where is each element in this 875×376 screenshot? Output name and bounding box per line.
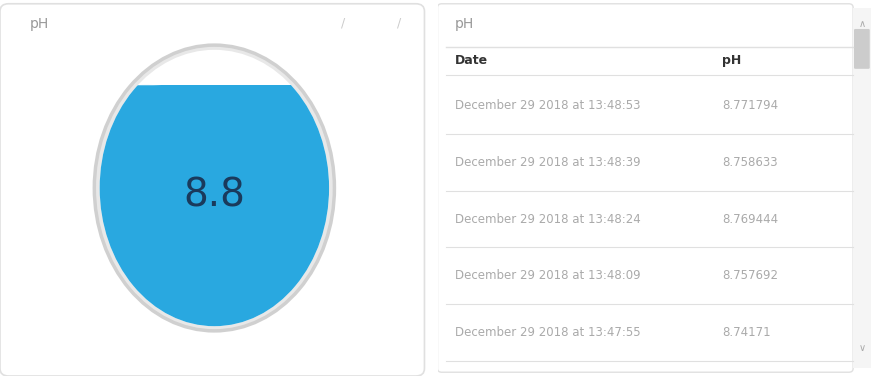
Text: ∨: ∨ [858, 343, 865, 353]
Text: /: / [341, 17, 345, 30]
Ellipse shape [100, 50, 329, 326]
Text: Date: Date [455, 54, 488, 67]
Text: 8.771794: 8.771794 [722, 99, 778, 112]
Text: pH: pH [722, 54, 741, 67]
Ellipse shape [100, 50, 329, 326]
Text: 8.769444: 8.769444 [722, 212, 778, 226]
Text: December 29 2018 at 13:47:55: December 29 2018 at 13:47:55 [455, 326, 640, 339]
Text: December 29 2018 at 13:48:53: December 29 2018 at 13:48:53 [455, 99, 640, 112]
Text: /: / [396, 17, 401, 30]
Text: 8.74171: 8.74171 [722, 326, 771, 339]
Text: December 29 2018 at 13:48:39: December 29 2018 at 13:48:39 [455, 156, 640, 169]
FancyBboxPatch shape [854, 29, 870, 69]
Text: December 29 2018 at 13:48:09: December 29 2018 at 13:48:09 [455, 269, 640, 282]
Text: 8.757692: 8.757692 [722, 269, 778, 282]
Text: pH: pH [30, 17, 49, 31]
Text: 8.8: 8.8 [184, 176, 245, 215]
Bar [853, 8, 871, 368]
Text: ∧: ∧ [858, 19, 865, 29]
Ellipse shape [94, 45, 334, 331]
Text: pH: pH [455, 17, 474, 31]
Text: December 29 2018 at 13:48:24: December 29 2018 at 13:48:24 [455, 212, 640, 226]
FancyBboxPatch shape [438, 4, 853, 372]
FancyBboxPatch shape [0, 4, 424, 376]
Polygon shape [94, 85, 334, 331]
Text: 8.758633: 8.758633 [722, 156, 778, 169]
